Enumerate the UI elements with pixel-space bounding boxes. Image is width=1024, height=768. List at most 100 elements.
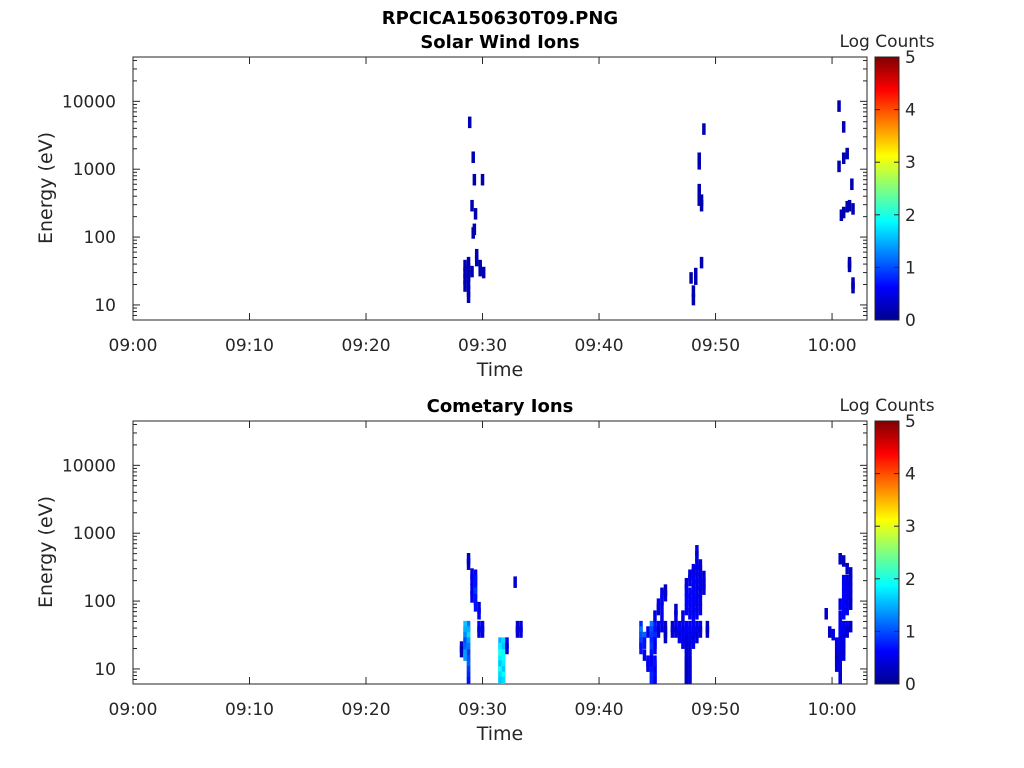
heatmap-cell	[466, 649, 471, 661]
heatmap-cell	[851, 281, 855, 294]
heatmap-cell	[684, 603, 689, 616]
heatmap-cell	[466, 676, 471, 684]
heatmap-cell	[470, 591, 474, 603]
heatmap-cell	[841, 587, 846, 600]
heatmap-cell	[466, 269, 471, 282]
heatmap-cell	[845, 200, 849, 213]
colorbar-tick-label: 2	[905, 206, 916, 226]
x-tick-label: 09:20	[342, 700, 391, 720]
heatmap-cell	[691, 596, 696, 609]
heatmap-cell	[834, 649, 839, 661]
heatmap-cell	[642, 649, 647, 661]
colorbar-tick-label: 0	[905, 675, 916, 695]
heatmap-cell	[702, 583, 706, 595]
x-tick-label: 09:40	[575, 700, 624, 720]
heatmap-cell	[845, 581, 849, 593]
heatmap-cell	[847, 260, 852, 273]
heatmap-cell	[838, 553, 842, 565]
heatmap-cell	[688, 587, 692, 600]
heatmap-cell	[498, 676, 502, 684]
heatmap-cell	[848, 598, 853, 610]
heatmap-cell	[663, 589, 668, 602]
heatmap-cell	[848, 589, 853, 602]
x-tick-label: 09:00	[109, 700, 158, 720]
heatmap-cell	[705, 626, 710, 638]
heatmap-cell	[472, 223, 477, 236]
heatmap-cell	[478, 264, 482, 277]
heatmap-cell	[466, 660, 471, 672]
y-tick-label: 1000	[73, 524, 116, 544]
heatmap-cell	[688, 642, 692, 655]
heatmap-cell	[473, 208, 478, 220]
x-axis-ticks: 09:00 09:10 09:20 09:30 09:40 09:50 10:00	[109, 57, 857, 356]
heatmap-cell	[677, 631, 682, 644]
heatmap-cell	[841, 555, 846, 567]
heatmap-cell	[834, 642, 839, 655]
y-axis-label: Energy (eV)	[35, 496, 57, 608]
heatmap-cell	[681, 610, 685, 622]
heatmap-cell	[477, 608, 481, 620]
y-axis-label: Energy (eV)	[35, 132, 57, 244]
heatmap-cell	[463, 642, 467, 655]
heatmap-cell	[841, 581, 846, 593]
heatmap-cell	[501, 649, 506, 661]
heatmap-cell	[471, 151, 475, 164]
colorbar-tick-label: 1	[905, 258, 916, 278]
heatmap-cell	[695, 600, 699, 612]
heatmap-cell	[838, 642, 842, 655]
x-axis-label: Time	[476, 723, 524, 745]
x-tick-label: 09:30	[458, 700, 507, 720]
heatmap-cell	[691, 285, 696, 297]
heatmap-cell	[695, 608, 699, 620]
heatmap-cell	[841, 608, 846, 620]
heatmap-cell	[656, 603, 661, 616]
heatmap-cell	[470, 568, 474, 580]
heatmap-cell	[470, 199, 474, 212]
heatmap-cell	[674, 603, 678, 616]
heatmap-cell	[695, 572, 699, 584]
heatmap-cell	[851, 203, 855, 215]
colorbar	[874, 56, 900, 321]
heatmap-cell	[688, 660, 692, 672]
colorbar-tick-label: 1	[905, 622, 916, 642]
heatmap-cell	[691, 583, 696, 595]
heatmap-cell	[845, 593, 849, 606]
heatmap-cell	[477, 626, 481, 638]
y-tick-label: 100	[84, 228, 116, 248]
heatmap-cell	[670, 626, 675, 638]
x-tick-label: 09:50	[691, 336, 740, 356]
heatmap-cell	[838, 610, 842, 622]
colorbar	[874, 420, 900, 685]
colorbar-tick-label: 4	[905, 101, 916, 121]
heatmap-cell	[498, 642, 502, 655]
heatmap-cell	[691, 568, 696, 580]
heatmap-cell	[653, 642, 657, 655]
heatmap-cell	[466, 558, 471, 570]
x-tick-label: 10:00	[808, 336, 857, 356]
heatmap-cell	[656, 626, 661, 638]
figure-title: RPCICA150630T09.PNG	[382, 8, 618, 29]
x-tick-label: 09:00	[109, 336, 158, 356]
heatmap-cell	[698, 593, 703, 606]
colorbar-label: Log Counts	[839, 32, 934, 52]
heatmap-cell	[695, 579, 699, 592]
heatmap-cell	[695, 587, 699, 600]
heatmap-cell	[691, 603, 696, 616]
heatmap-cell	[688, 593, 692, 606]
heatmap-cell	[697, 194, 701, 206]
heatmap-cell	[466, 263, 471, 275]
panel-title: Solar Wind Ions	[420, 32, 579, 53]
heatmap-cell	[702, 123, 706, 135]
x-tick-label: 09:50	[691, 700, 740, 720]
heatmap-cells	[463, 100, 855, 306]
heatmap-cell	[649, 642, 654, 655]
colorbar-ticks: 0 1 2 3 4 5	[875, 48, 916, 331]
heatmap-cell	[695, 545, 699, 557]
heatmap-cell	[841, 206, 846, 219]
heatmap-cell	[838, 660, 842, 672]
heatmap-cell	[841, 574, 846, 587]
heatmap-cell	[845, 626, 849, 638]
heatmap-cell	[695, 631, 699, 644]
heatmap-cell	[684, 660, 689, 672]
